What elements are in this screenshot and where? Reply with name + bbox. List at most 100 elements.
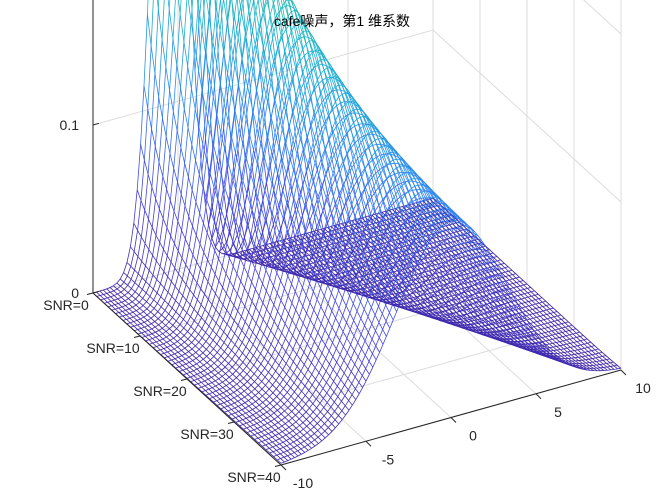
mesh-segment — [258, 395, 263, 400]
mesh-segment — [194, 4, 199, 48]
mesh-segment — [389, 182, 395, 189]
mesh-segment — [255, 193, 260, 216]
mesh-segment — [573, 345, 578, 347]
mesh-segment — [354, 185, 359, 196]
mesh-segment — [356, 301, 361, 312]
mesh-segment — [201, 385, 206, 388]
mesh-segment — [141, 331, 146, 334]
mesh-segment — [429, 287, 434, 290]
mesh-segment — [153, 346, 157, 349]
mesh-segment — [162, 66, 167, 119]
mesh-segment — [311, 367, 316, 375]
mesh-segment — [273, 190, 278, 212]
mesh-segment — [219, 304, 224, 315]
mesh-segment — [566, 338, 570, 341]
mesh-segment — [337, 379, 342, 387]
mesh-segment — [264, 137, 269, 158]
mesh-segment — [433, 250, 438, 253]
mesh-segment — [306, 171, 311, 193]
mesh-segment — [216, 338, 221, 345]
mesh-segment — [295, 418, 300, 423]
mesh-segment — [253, 255, 258, 258]
mesh-segment — [241, 0, 244, 13]
mesh-segment — [190, 375, 194, 378]
mesh-segment — [257, 431, 262, 434]
mesh-segment — [457, 279, 461, 282]
mesh-segment — [210, 250, 216, 268]
mesh-segment — [261, 376, 266, 382]
mesh-segment — [439, 235, 444, 237]
mesh-segment — [421, 190, 426, 193]
mesh-segment — [242, 346, 247, 354]
mesh-segment — [287, 283, 292, 297]
mesh-segment — [321, 430, 326, 435]
mesh-segment — [289, 140, 294, 157]
mesh-segment — [338, 194, 343, 212]
mesh-segment — [239, 424, 244, 427]
mesh-segment — [269, 399, 274, 404]
mesh-segment — [276, 448, 281, 451]
mesh-segment — [176, 324, 181, 329]
mesh-segment — [550, 312, 554, 314]
mesh-segment — [327, 423, 332, 428]
mesh-segment — [242, 365, 247, 371]
mesh-segment — [274, 263, 279, 265]
mesh-segment — [346, 178, 351, 195]
mesh-segment — [266, 315, 271, 326]
mesh-segment — [261, 252, 266, 261]
mesh-segment — [117, 291, 122, 295]
mesh-segment — [361, 123, 366, 136]
mesh-segment — [155, 162, 160, 199]
mesh-segment — [290, 224, 295, 240]
mesh-segment — [151, 331, 156, 335]
mesh-segment — [214, 372, 219, 376]
mesh-segment — [282, 434, 287, 438]
mesh-segment — [231, 110, 236, 138]
mesh-segment — [290, 447, 295, 450]
mesh-segment — [248, 397, 253, 401]
mesh-segment — [302, 43, 307, 50]
mesh-segment — [271, 196, 277, 214]
mesh-segment — [228, 366, 233, 371]
mesh-segment — [293, 153, 298, 170]
mesh-segment — [350, 148, 355, 165]
mesh-segment — [205, 76, 210, 112]
mesh-segment — [291, 309, 297, 321]
mesh-segment — [413, 281, 418, 290]
mesh-segment — [186, 304, 191, 313]
mesh-segment — [220, 342, 225, 349]
mesh-segment — [462, 264, 467, 267]
mesh-segment — [324, 116, 329, 127]
mesh-segment — [372, 159, 377, 174]
mesh-segment — [351, 376, 356, 384]
mesh-segment — [169, 111, 174, 154]
mesh-segment — [256, 106, 261, 129]
mesh-segment — [385, 312, 390, 322]
mesh-segment — [168, 307, 173, 315]
mesh-segment — [372, 218, 376, 220]
mesh-segment — [180, 335, 185, 340]
mesh-segment — [242, 356, 247, 363]
mesh-segment — [523, 283, 528, 286]
mesh-segment — [133, 230, 138, 252]
mesh-segment — [469, 258, 473, 261]
mesh-segment — [361, 340, 366, 350]
mesh-segment — [304, 216, 309, 231]
mesh-segment — [156, 283, 161, 294]
mesh-segment — [446, 278, 451, 280]
mesh-segment — [391, 148, 396, 156]
mesh-segment — [321, 241, 326, 243]
mesh-segment — [298, 287, 303, 300]
mesh-segment — [300, 446, 305, 450]
mesh-segment — [290, 197, 295, 214]
mesh-segment — [405, 289, 410, 292]
mesh-segment — [289, 441, 294, 445]
mesh-segment — [573, 336, 577, 339]
mesh-segment — [449, 312, 454, 315]
surface-mesh — [92, 0, 622, 464]
mesh-segment — [288, 167, 293, 191]
mesh-segment — [270, 304, 275, 316]
mesh-segment — [288, 302, 293, 314]
mesh-segment — [537, 328, 542, 331]
mesh-segment — [456, 286, 462, 294]
